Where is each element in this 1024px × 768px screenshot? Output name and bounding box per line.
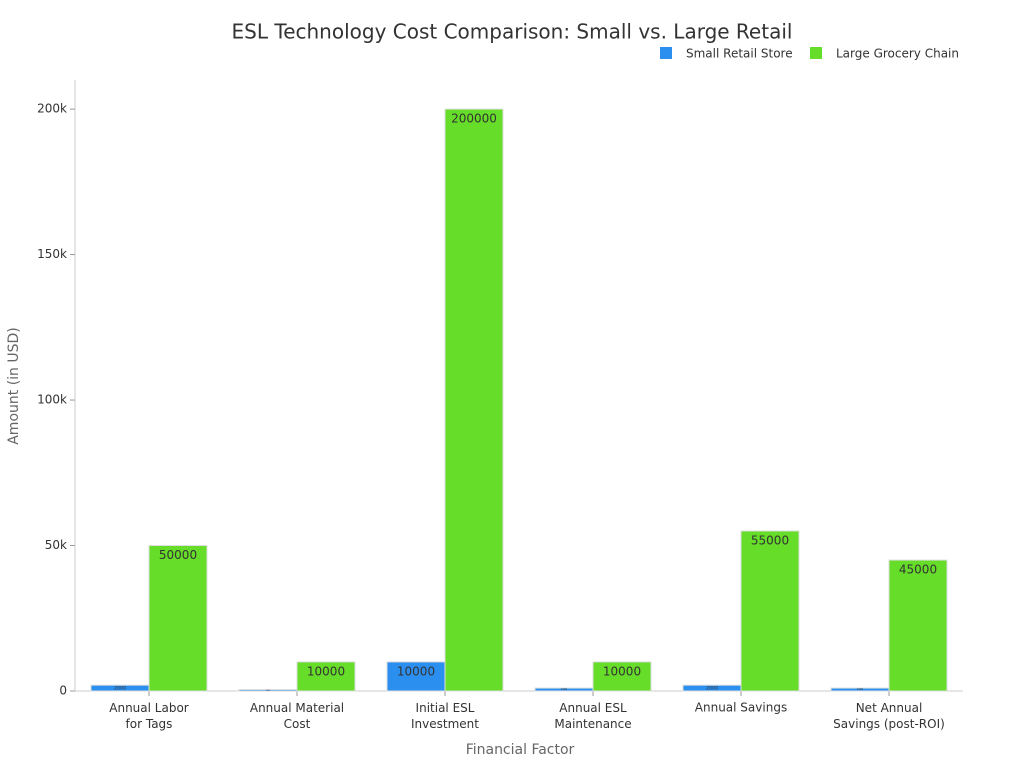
bar <box>888 559 948 692</box>
data-label: 2000 <box>706 686 718 692</box>
x-axis-title: Financial Factor <box>466 742 575 758</box>
data-label: 10000 <box>397 664 435 678</box>
legend-swatch <box>810 47 822 59</box>
x-tick-label: Net Annual Savings (post-ROI) <box>833 701 945 731</box>
y-tick-label: 150k <box>37 247 67 261</box>
legend-label: Small Retail Store <box>686 47 793 61</box>
x-tick-label: Annual Labor for Tags <box>109 701 189 731</box>
data-label: 55000 <box>751 533 789 547</box>
data-label: 1000 <box>857 688 863 691</box>
bar <box>444 108 504 692</box>
data-label: 50000 <box>159 548 197 562</box>
x-tick-label: Initial ESL Investment <box>411 701 479 731</box>
chart-title: ESL Technology Cost Comparison: Small vs… <box>232 20 793 44</box>
data-label: 45000 <box>899 563 937 577</box>
y-tick-label: 50k <box>45 538 67 552</box>
data-label: 10000 <box>603 664 641 678</box>
legend-swatch <box>660 47 672 59</box>
y-tick-label: 100k <box>37 393 67 407</box>
y-tick-label: 0 <box>59 684 67 698</box>
x-tick-label: Annual Material Cost <box>250 701 344 731</box>
x-tick-label: Annual Savings <box>695 701 787 715</box>
data-label: 500 <box>266 690 271 692</box>
y-tick-label: 200k <box>37 102 67 116</box>
data-label: 2000 <box>114 686 126 692</box>
bar <box>592 661 652 692</box>
data-label: 1000 <box>561 688 567 691</box>
bar <box>740 530 800 692</box>
x-tick-label: Annual ESL Maintenance <box>554 701 631 731</box>
legend-label: Large Grocery Chain <box>836 47 959 61</box>
bar <box>148 545 208 692</box>
bar <box>296 661 356 692</box>
data-label: 10000 <box>307 664 345 678</box>
data-label: 200000 <box>451 112 497 126</box>
y-axis-title: Amount (in USD) <box>6 327 22 445</box>
